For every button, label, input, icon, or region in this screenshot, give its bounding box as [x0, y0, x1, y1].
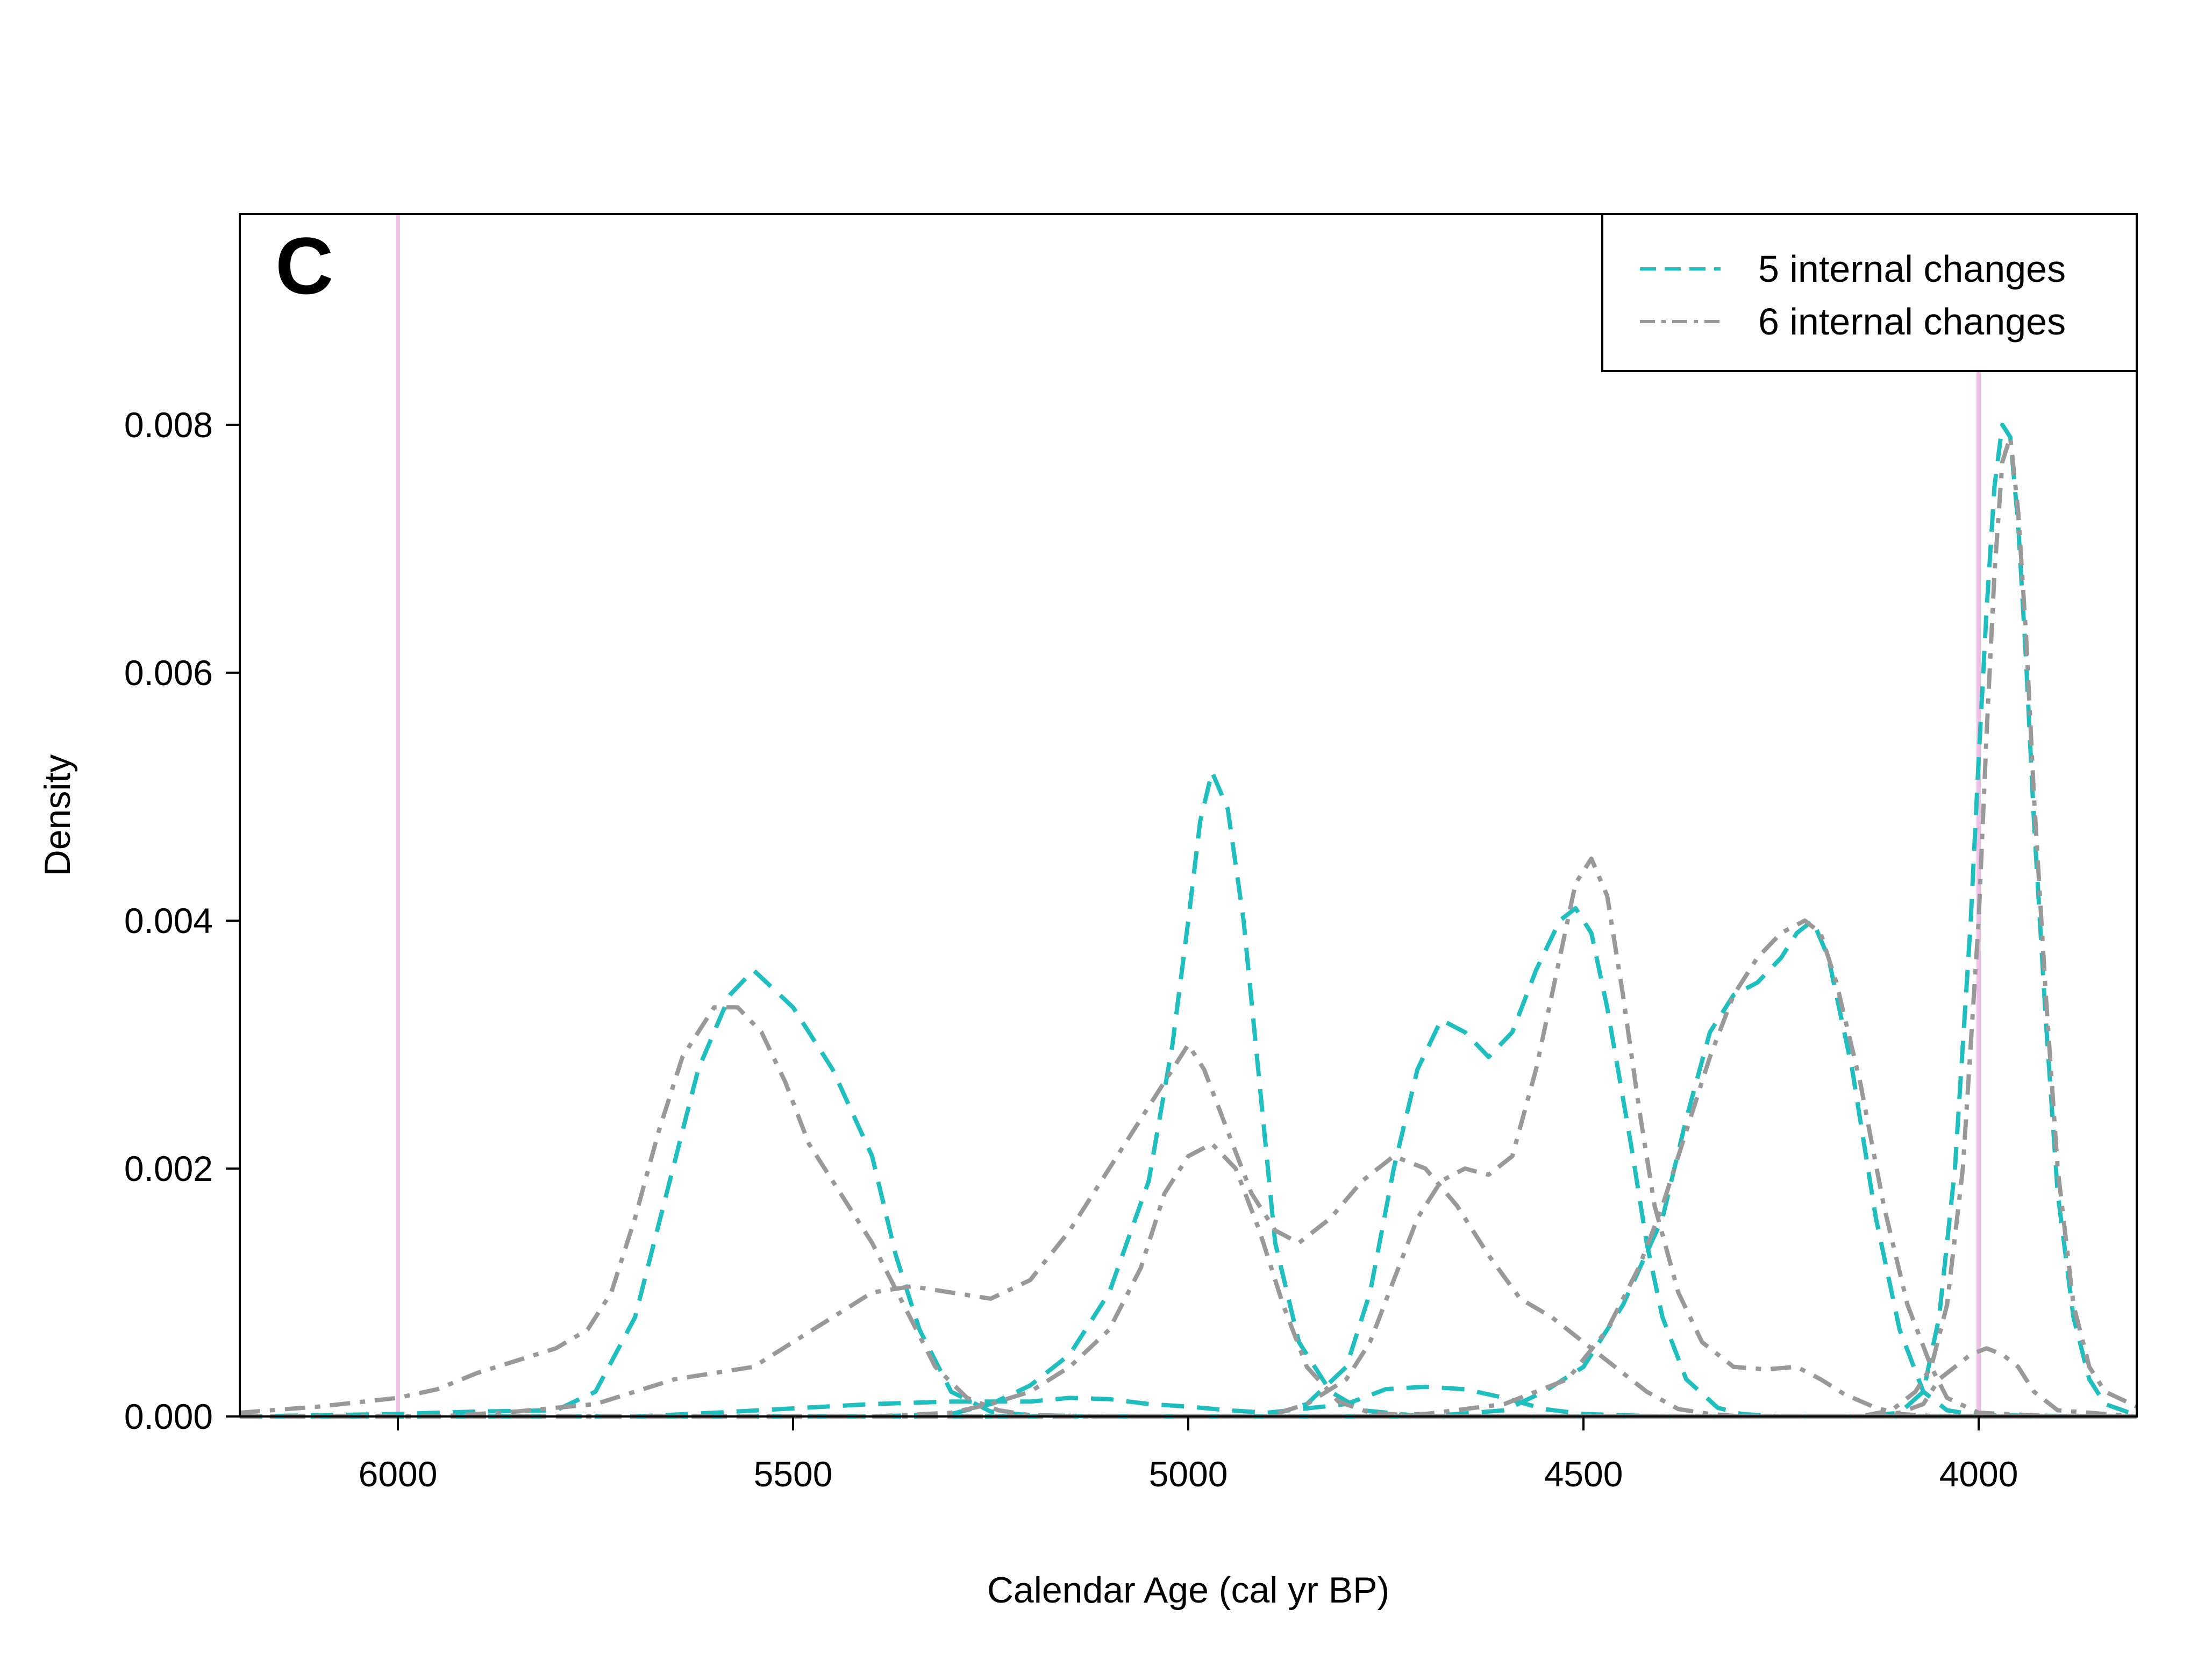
y-tick-label-3: 0.006 [124, 653, 213, 693]
y-axis: 0.000 0.002 0.004 0.006 0.008 [124, 405, 240, 1436]
series-1-curve-5 [240, 435, 2138, 1419]
panel-label: C [275, 220, 333, 311]
series-0-curve-2 [240, 770, 2137, 1419]
series-0-curve-5 [240, 422, 2138, 1419]
series-1-curve-4 [240, 918, 2137, 1419]
density-curves [239, 422, 2138, 1419]
plot-frame [239, 213, 2138, 1418]
y-tick-label-2: 0.004 [124, 901, 213, 941]
x-tick-label-5500: 5500 [754, 1454, 833, 1494]
x-axis: 6000 5500 5000 4500 4000 [359, 1416, 2018, 1494]
y-tick-label-4: 0.008 [124, 405, 213, 445]
x-tick-label-4500: 4500 [1544, 1454, 1623, 1494]
series-0-curve-1 [240, 1384, 2137, 1419]
series-1-curve-6 [240, 1346, 2137, 1419]
reference-lines [396, 214, 1981, 1416]
series-1-curve-2 [240, 1141, 2137, 1419]
series-0-curve-3 [240, 906, 2137, 1419]
series-1-curve-0 [239, 1005, 2137, 1419]
series-1-curve-1 [240, 1042, 2137, 1419]
series-0-curve-4 [240, 918, 2137, 1419]
y-tick-label-1: 0.002 [124, 1149, 213, 1188]
x-tick-label-6000: 6000 [359, 1454, 438, 1494]
legend-label-6-changes: 6 internal changes [1758, 301, 2066, 343]
x-tick-label-5000: 5000 [1149, 1454, 1228, 1494]
legend-box [1601, 213, 2138, 372]
y-tick-label-0: 0.000 [124, 1397, 213, 1436]
y-axis-title: Density [37, 754, 78, 877]
series-1-curve-3 [240, 856, 2137, 1419]
legend-label-5-changes: 5 internal changes [1758, 248, 2066, 290]
legend: 5 internal changes 6 internal changes [1601, 213, 2138, 372]
x-tick-label-4000: 4000 [1939, 1454, 2018, 1494]
x-axis-title: Calendar Age (cal yr BP) [987, 1570, 1389, 1611]
series-0-curve-0 [239, 968, 2137, 1419]
